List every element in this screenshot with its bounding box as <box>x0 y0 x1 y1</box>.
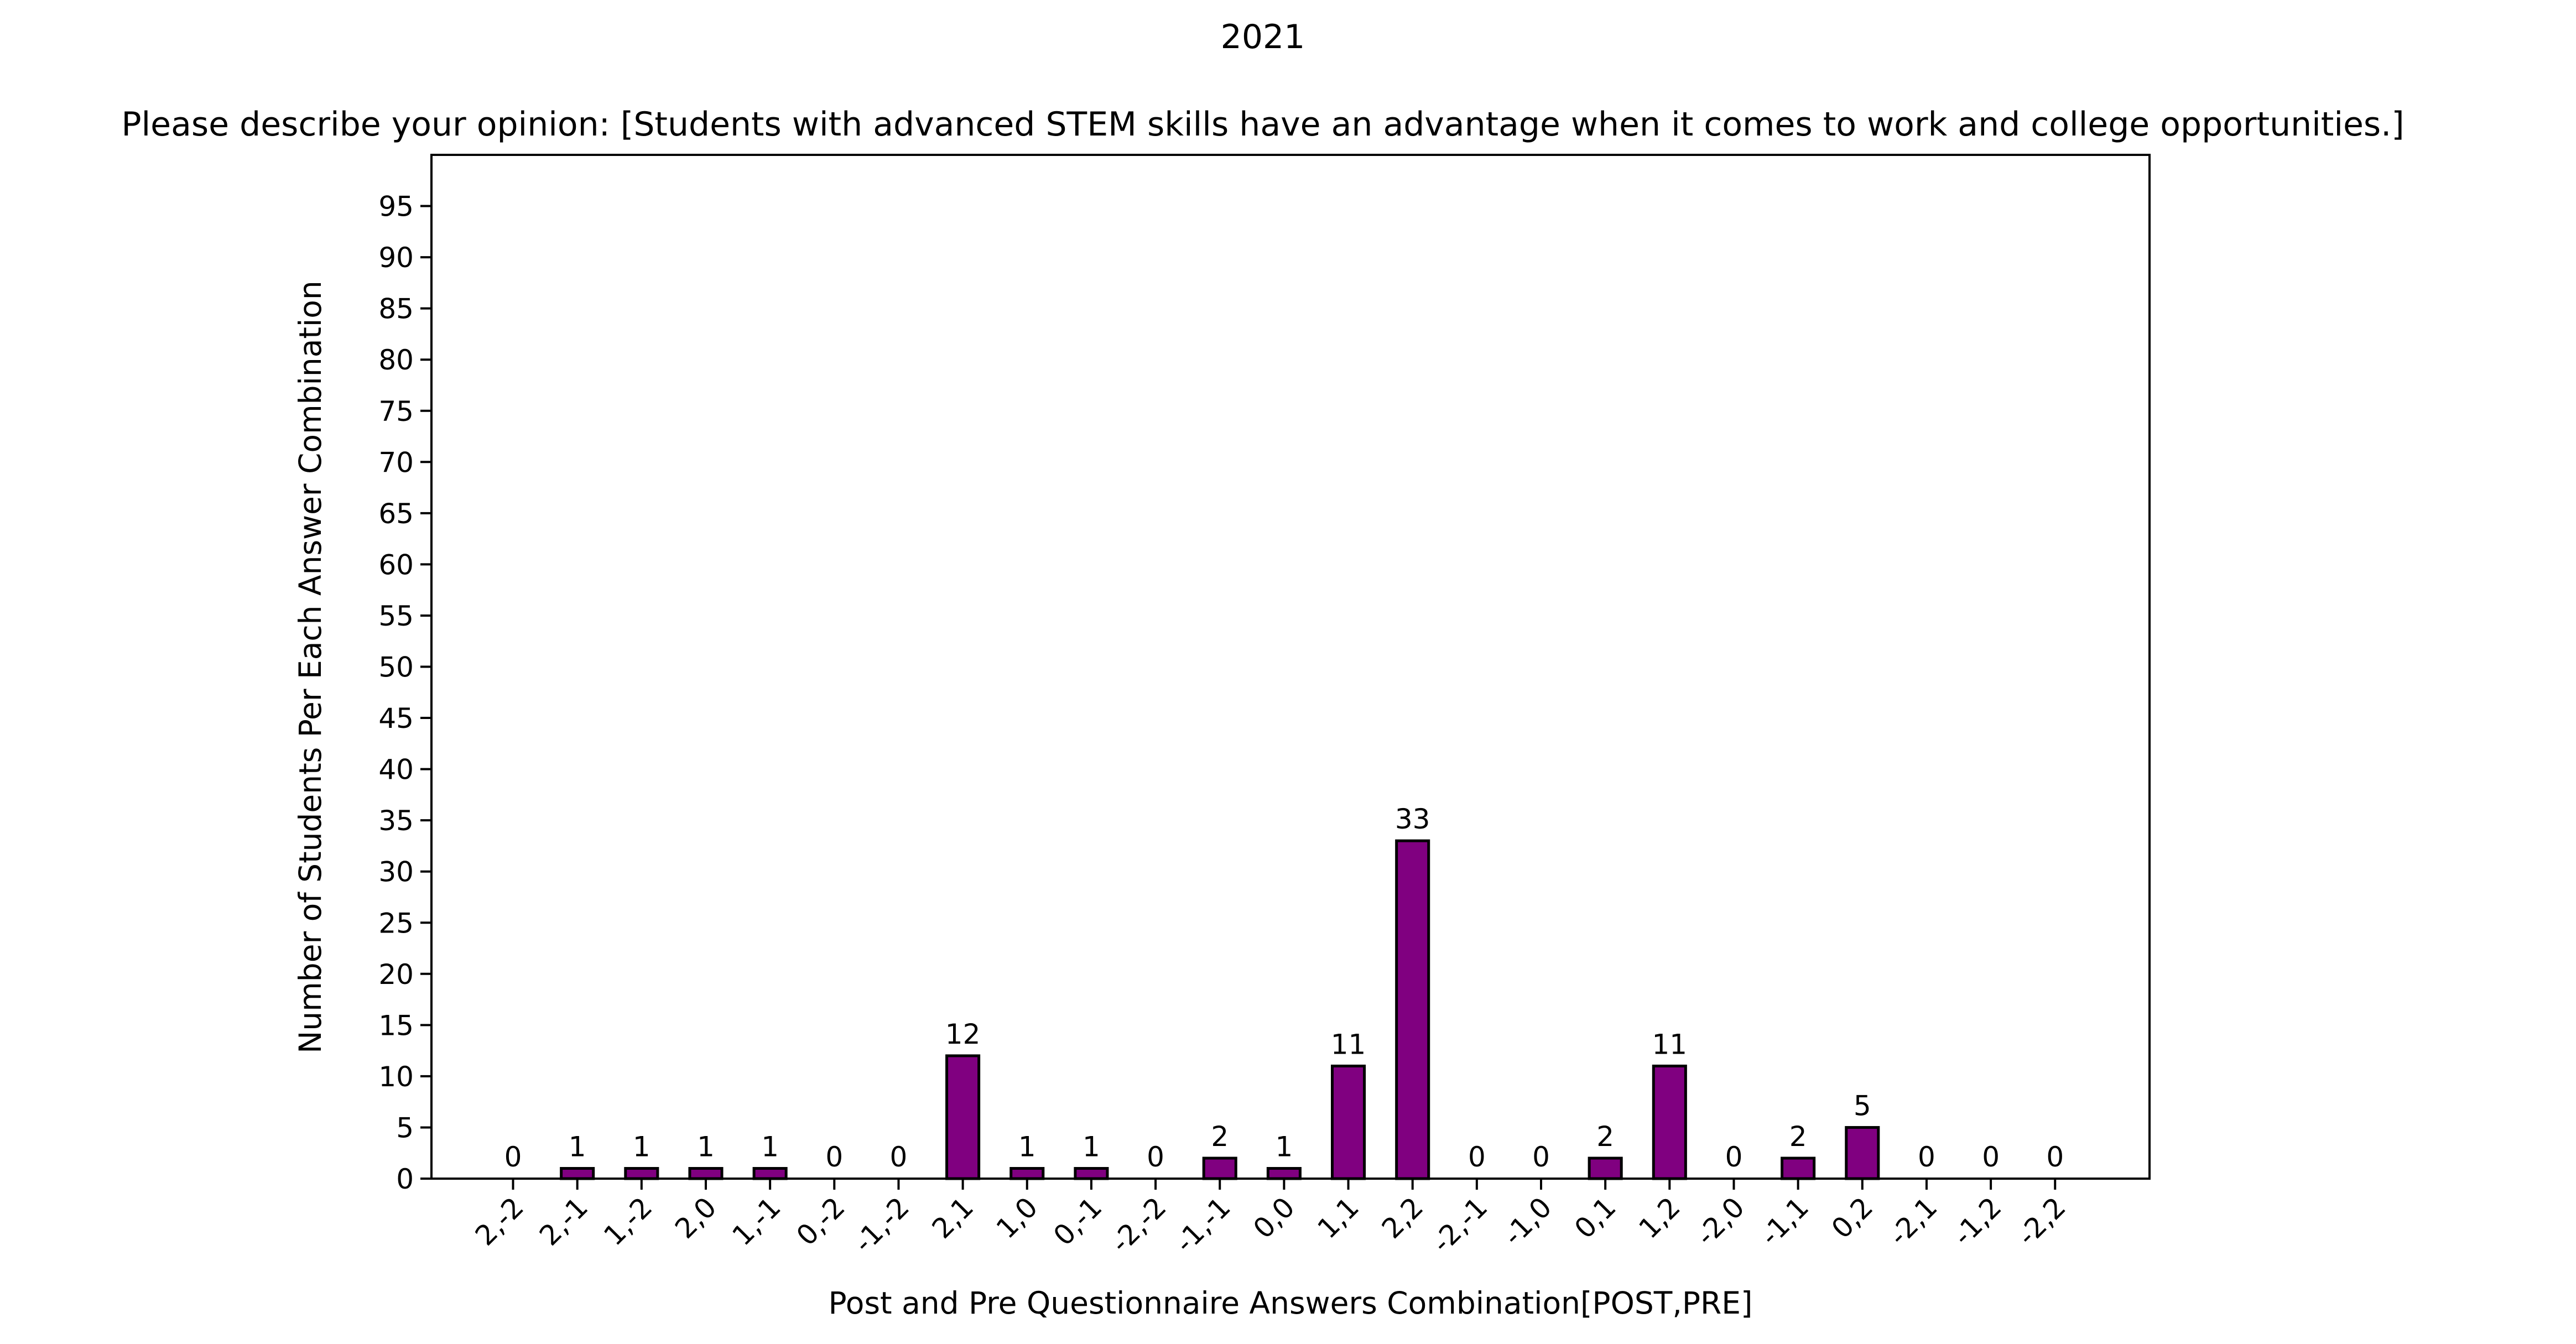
bar-value-label: 0 <box>1725 1141 1743 1173</box>
bar-value-label: 1 <box>1275 1131 1293 1163</box>
bar <box>945 1054 981 1180</box>
y-tick-label: 35 <box>378 805 414 837</box>
y-tick-label: 50 <box>378 652 414 684</box>
x-tick-label: 1,0 <box>990 1191 1044 1244</box>
y-tick-label: 80 <box>378 344 414 376</box>
bar <box>1331 1064 1366 1180</box>
x-tick-label: 1,1 <box>1312 1191 1365 1244</box>
x-tick-label: 0,-2 <box>790 1191 851 1252</box>
plot-frame <box>430 154 2151 1180</box>
bar <box>1781 1157 1816 1180</box>
bar-value-label: 12 <box>945 1018 981 1050</box>
bar-value-label: 2 <box>1211 1121 1229 1153</box>
bar-value-label: 0 <box>1468 1141 1486 1173</box>
y-tick-label: 90 <box>378 242 414 274</box>
bar-value-label: 1 <box>569 1131 586 1163</box>
y-tick-label: 0 <box>396 1163 414 1195</box>
x-tick-label: -1,2 <box>1947 1191 2008 1252</box>
x-tick-label: -2,1 <box>1882 1191 1943 1252</box>
x-tick-label: -2,2 <box>2011 1191 2072 1252</box>
y-tick-label: 70 <box>378 446 414 478</box>
y-tick-label: 15 <box>378 1009 414 1041</box>
bar <box>1074 1166 1109 1180</box>
bar-value-label: 5 <box>1854 1090 1871 1122</box>
bar-value-label: 0 <box>2046 1141 2064 1173</box>
x-tick-label: 1,-1 <box>726 1191 787 1252</box>
bar <box>752 1166 788 1180</box>
x-tick-label: -2,-1 <box>1426 1191 1494 1259</box>
x-tick-label: 2,2 <box>1376 1191 1429 1244</box>
y-tick-label: 30 <box>378 856 414 888</box>
bar-value-label: 11 <box>1331 1028 1366 1060</box>
bar-value-label: 2 <box>1596 1121 1614 1153</box>
bar <box>1395 839 1430 1180</box>
bar-value-label: 0 <box>890 1141 908 1173</box>
bar-value-label: 1 <box>1018 1131 1036 1163</box>
bar-value-label: 1 <box>697 1131 715 1163</box>
x-tick-label: 0,-1 <box>1047 1191 1108 1252</box>
y-tick-label: 75 <box>378 395 414 428</box>
bar <box>1266 1166 1302 1180</box>
x-axis-ticks: 2,-2 2,-1 1,-2 2,0 1,-1 0,-2-1,-2 2,1 1,0 0,-1-2… <box>469 1179 2072 1259</box>
x-tick-label: -2,0 <box>1690 1191 1751 1252</box>
bar <box>688 1166 724 1180</box>
y-tick-label: 40 <box>378 754 414 786</box>
bar <box>1588 1157 1623 1180</box>
bar-value-label: 33 <box>1395 803 1430 835</box>
bar-value-label: 0 <box>1147 1141 1164 1173</box>
y-tick-label: 95 <box>378 191 414 223</box>
chart-subtitle: Please describe your opinion: [Students … <box>121 105 2404 144</box>
bar <box>1845 1126 1880 1180</box>
bar-value-label: 0 <box>825 1141 843 1173</box>
x-tick-label: 2,-2 <box>469 1191 530 1252</box>
bar <box>1009 1166 1045 1180</box>
bar-value-label: 0 <box>1918 1141 1935 1173</box>
x-tick-label: 1,2 <box>1633 1191 1687 1244</box>
y-axis-ticks: 0 5 10 15 20 25 30 35 40 45 50 55 60 65 70 75 80 85 90 95 <box>378 191 431 1195</box>
bar-value-label: 11 <box>1652 1028 1688 1060</box>
x-tick-label: -2,-2 <box>1105 1191 1173 1259</box>
bar-value-label: 0 <box>1532 1141 1550 1173</box>
y-tick-label: 10 <box>378 1061 414 1093</box>
x-tick-label: 0,1 <box>1568 1191 1622 1244</box>
x-tick-label: 0,0 <box>1247 1191 1301 1244</box>
y-tick-label: 85 <box>378 293 414 325</box>
bar-value-label: 1 <box>1083 1131 1100 1163</box>
y-tick-label: 55 <box>378 600 414 632</box>
y-tick-label: 20 <box>378 958 414 991</box>
x-tick-label: 1,-2 <box>597 1191 658 1252</box>
y-tick-label: 65 <box>378 498 414 530</box>
x-axis-label: Post and Pre Questionnaire Answers Combi… <box>829 1285 1753 1321</box>
bar-value-label: 1 <box>633 1131 650 1163</box>
x-tick-label: 2,1 <box>926 1191 980 1244</box>
bar <box>560 1166 595 1180</box>
bar-value-label: 0 <box>504 1141 522 1173</box>
bar-value-label: 1 <box>761 1131 779 1163</box>
x-tick-label: -1,0 <box>1497 1191 1558 1252</box>
chart-title: 2021 <box>1221 18 1305 56</box>
x-tick-label: 2,-1 <box>533 1191 594 1252</box>
y-tick-label: 5 <box>396 1112 414 1144</box>
y-tick-label: 25 <box>378 907 414 939</box>
y-axis-label: Number of Students Per Each Answer Combi… <box>293 280 328 1054</box>
x-tick-label: 2,0 <box>669 1191 722 1244</box>
bar-value-label: 0 <box>1982 1141 2000 1173</box>
bar <box>1652 1064 1687 1180</box>
bar <box>1202 1157 1237 1180</box>
y-tick-label: 60 <box>378 549 414 581</box>
bar-value-label: 2 <box>1789 1121 1807 1153</box>
y-tick-label: 45 <box>378 702 414 734</box>
x-tick-label: 0,2 <box>1825 1191 1879 1244</box>
x-tick-label: -1,1 <box>1754 1191 1815 1252</box>
bar <box>624 1166 659 1180</box>
x-tick-label: -1,-1 <box>1169 1191 1237 1259</box>
x-tick-label: -1,-2 <box>847 1191 915 1259</box>
